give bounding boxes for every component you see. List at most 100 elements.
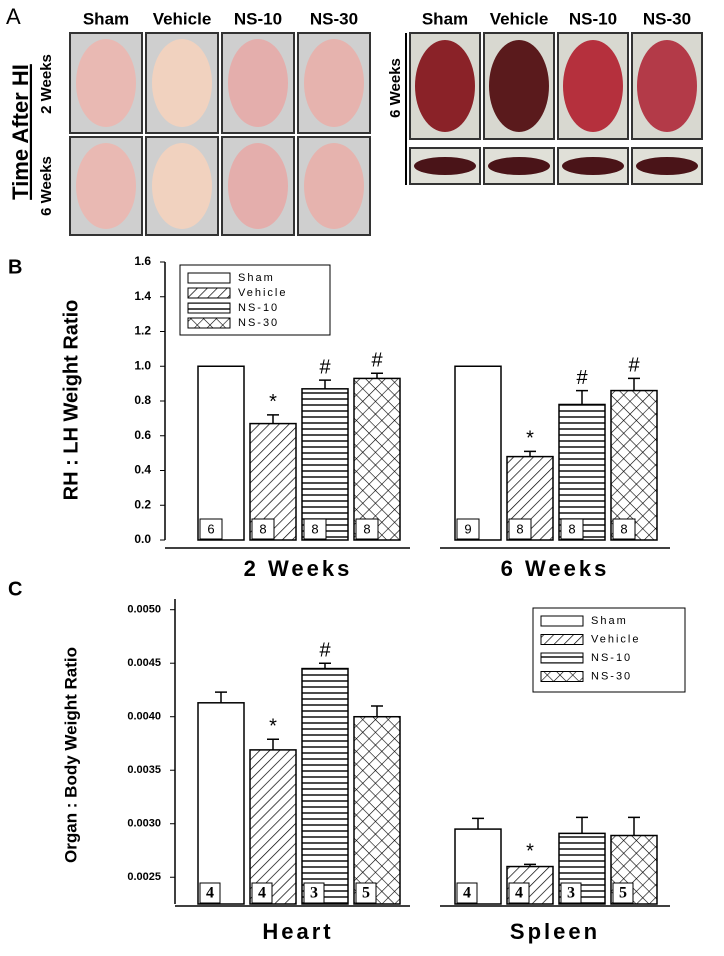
panel-label: B: [8, 256, 22, 278]
y-tick-label: 0.4: [134, 463, 151, 477]
y-tick-label: 0.0030: [127, 818, 161, 830]
n-box: [355, 518, 379, 540]
n-box: [251, 882, 273, 904]
n-box: [456, 518, 480, 540]
row-label: 2 Weeks: [38, 54, 55, 114]
column-label: Vehicle: [153, 9, 212, 28]
column-label: NS-10: [234, 9, 282, 28]
spleen-photo: [562, 157, 624, 175]
n-label: 9: [464, 521, 471, 536]
legend-swatch: [187, 272, 231, 284]
y-axis-label: RH : LH Weight Ratio: [60, 300, 82, 501]
row-title: Time After HI: [8, 64, 33, 200]
legend-swatch: [540, 615, 584, 627]
bar: [610, 389, 658, 541]
y-tick-label: 1.4: [134, 289, 151, 303]
y-tick-label: 1.6: [134, 254, 151, 268]
y-tick-label: 0.0050: [127, 604, 161, 616]
legend-swatch: [540, 634, 584, 645]
n-box: [199, 882, 221, 904]
column-label: NS-30: [643, 9, 691, 28]
annotation: *: [269, 715, 277, 737]
bar: [249, 749, 297, 905]
y-tick-label: 0.0035: [127, 764, 161, 776]
y-tick-label: 0.0040: [127, 711, 161, 723]
x-category-label: Heart: [262, 919, 333, 944]
bar: [353, 377, 401, 541]
heart-photo: [489, 40, 549, 132]
brain-photo: [76, 143, 136, 229]
bar: [301, 388, 349, 541]
n-box: [251, 518, 275, 540]
panel-label: C: [8, 578, 22, 600]
brain-photo: [152, 39, 212, 127]
spleen-photo: [414, 157, 476, 175]
n-box: [199, 518, 223, 540]
annotation: *: [269, 391, 277, 413]
n-label: 8: [620, 521, 627, 536]
y-tick-label: 1.0: [134, 358, 151, 372]
n-box: [456, 882, 478, 904]
error-bar: [319, 662, 331, 669]
error-bar: [267, 738, 279, 750]
error-bar: [576, 816, 588, 834]
brain-photo: [76, 39, 136, 127]
legend-swatch: [540, 671, 584, 682]
legend-label: NS-30: [238, 317, 279, 329]
error-bar: [267, 414, 279, 424]
row-label: 6 Weeks: [387, 58, 404, 118]
column-label: Vehicle: [490, 9, 549, 28]
x-category-label: 2 Weeks: [244, 556, 353, 581]
error-bar: [628, 377, 640, 391]
y-tick-label: 0.8: [134, 393, 151, 407]
spleen-photo: [488, 157, 550, 175]
n-label: 4: [463, 885, 471, 902]
n-box: [303, 518, 327, 540]
legend-label: Sham: [238, 272, 275, 284]
annotation: #: [319, 639, 331, 661]
error-bar: [215, 691, 227, 703]
n-label: 5: [619, 885, 627, 902]
legend-swatch: [187, 302, 231, 314]
legend-label: Vehicle: [238, 287, 287, 299]
legend-label: Vehicle: [591, 633, 640, 645]
brain-photo: [228, 143, 288, 229]
x-category-label: Spleen: [510, 919, 600, 944]
annotation: *: [526, 841, 534, 863]
heart-photo: [637, 40, 697, 132]
annotation: #: [628, 355, 640, 377]
y-tick-label: 0.0: [134, 532, 151, 546]
n-box: [508, 882, 530, 904]
annotation: *: [526, 428, 534, 450]
legend-swatch: [540, 652, 584, 664]
n-box: [560, 882, 582, 904]
n-box: [303, 882, 325, 904]
x-category-label: 6 Weeks: [501, 556, 610, 581]
error-bar: [576, 389, 588, 405]
column-label: NS-10: [569, 9, 617, 28]
n-label: 3: [310, 885, 318, 902]
n-label: 4: [258, 885, 266, 902]
n-label: 5: [362, 885, 370, 902]
n-label: 4: [206, 885, 214, 902]
panel-label: A: [6, 4, 21, 29]
heart-photo: [563, 40, 623, 132]
column-label: NS-30: [310, 9, 358, 28]
n-box: [355, 882, 377, 904]
error-bar: [371, 372, 383, 379]
legend-swatch: [187, 317, 231, 329]
y-tick-label: 1.2: [134, 324, 151, 338]
bar: [353, 715, 401, 905]
n-label: 8: [259, 521, 266, 536]
heart-photo: [415, 40, 475, 132]
brain-photo: [228, 39, 288, 127]
n-box: [508, 518, 532, 540]
y-tick-label: 0.6: [134, 428, 151, 442]
error-bar: [319, 379, 331, 389]
legend-label: NS-10: [238, 302, 279, 314]
n-label: 3: [567, 885, 575, 902]
legend-label: NS-30: [591, 670, 632, 682]
y-tick-label: 0.0045: [127, 657, 161, 669]
